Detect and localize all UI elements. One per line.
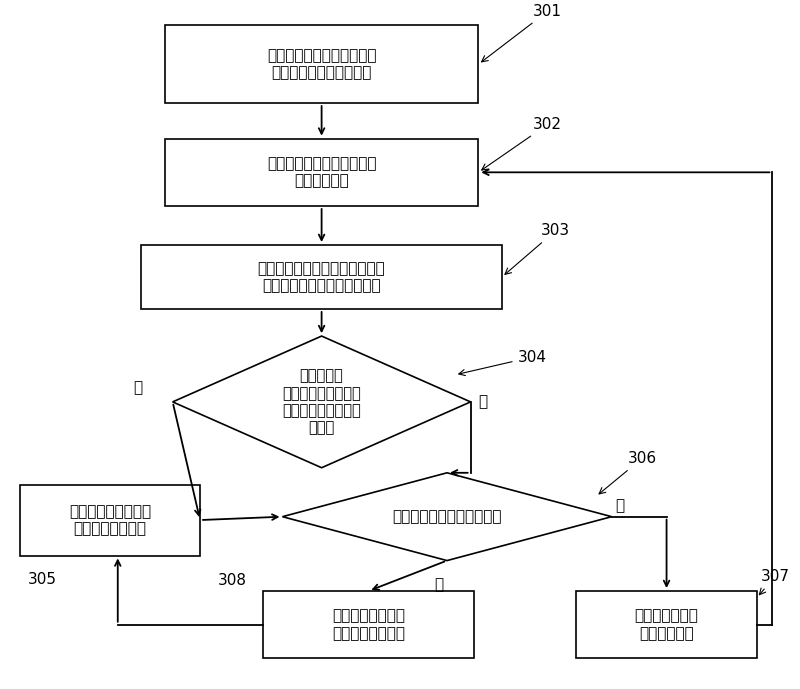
Text: 通知上述进程释放
已保存的句柄信息: 通知上述进程释放 已保存的句柄信息 — [332, 608, 405, 641]
FancyBboxPatch shape — [20, 484, 200, 555]
Text: 获取正在运行的所有应用进
程所调用的所有应用文件: 获取正在运行的所有应用进 程所调用的所有应用文件 — [267, 48, 376, 81]
Text: 是: 是 — [616, 498, 625, 513]
Polygon shape — [282, 473, 612, 561]
Text: 打开上述获取到的应用文件
的一个结构体: 打开上述获取到的应用文件 的一个结构体 — [267, 156, 376, 189]
Text: 保存所述名称信息对
应文件的句柄信息: 保存所述名称信息对 应文件的句柄信息 — [69, 504, 151, 536]
Text: 301: 301 — [482, 3, 562, 62]
FancyBboxPatch shape — [165, 25, 478, 103]
FancyBboxPatch shape — [576, 591, 757, 659]
FancyBboxPatch shape — [165, 138, 478, 206]
FancyBboxPatch shape — [142, 245, 502, 309]
Text: 获取所述已打开结构体中应用文
件对应的名称信息和句柄信息: 获取所述已打开结构体中应用文 件对应的名称信息和句柄信息 — [258, 260, 386, 294]
Text: 308: 308 — [218, 573, 247, 588]
Text: 是否还有没有打开的结构体: 是否还有没有打开的结构体 — [392, 509, 502, 524]
Text: 是: 是 — [133, 380, 142, 395]
Text: 否: 否 — [434, 577, 444, 593]
Text: 307: 307 — [759, 569, 790, 595]
Text: 305: 305 — [27, 573, 57, 588]
Text: 所获取到的
名称信息与待释放句
柄对应的名称信息是
否相同: 所获取到的 名称信息与待释放句 柄对应的名称信息是 否相同 — [282, 369, 361, 435]
Text: 定位到下一个未
打开的结构体: 定位到下一个未 打开的结构体 — [634, 608, 698, 641]
Text: 302: 302 — [482, 117, 562, 170]
Text: 304: 304 — [458, 349, 546, 376]
Text: 306: 306 — [599, 451, 657, 494]
Polygon shape — [173, 336, 470, 468]
FancyBboxPatch shape — [262, 591, 474, 659]
Text: 否: 否 — [478, 394, 487, 409]
Text: 303: 303 — [505, 223, 570, 274]
